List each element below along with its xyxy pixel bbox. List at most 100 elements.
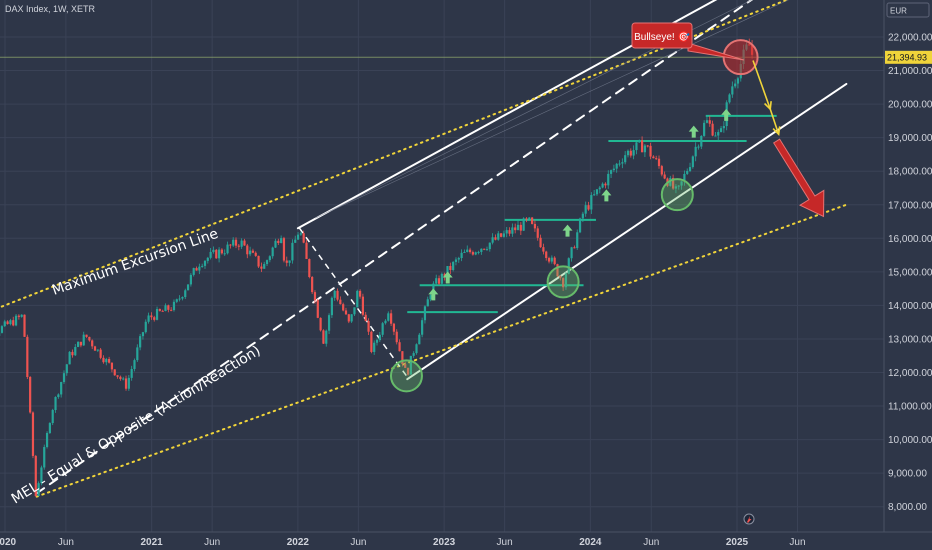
candle-body	[703, 122, 706, 136]
candle-body	[229, 244, 232, 246]
candle-body	[649, 145, 652, 157]
candle-body	[570, 247, 573, 259]
candle-body	[700, 135, 703, 147]
candle-body	[212, 249, 215, 252]
candle-body	[76, 341, 80, 347]
candle-body	[62, 373, 66, 383]
candle-body	[201, 265, 204, 267]
candle-body	[155, 309, 159, 320]
candle-body	[186, 284, 190, 291]
candle-body	[511, 227, 514, 234]
candle-body	[421, 320, 424, 335]
candle-body	[91, 340, 94, 347]
candle-body	[20, 314, 23, 317]
candle-body	[178, 298, 181, 300]
candle-body	[93, 346, 97, 351]
price-axis[interactable]	[884, 0, 932, 532]
candles[interactable]	[0, 38, 754, 497]
candle-body	[277, 240, 280, 244]
candle-body	[446, 266, 449, 277]
candle-body	[195, 268, 198, 271]
currency-badge[interactable]	[886, 2, 930, 18]
candle-body	[660, 166, 663, 175]
candle-body	[158, 309, 161, 311]
candle-body	[333, 290, 336, 298]
candle-body	[449, 266, 452, 270]
candle-body	[533, 223, 537, 229]
candle-body	[161, 310, 164, 312]
candle-body	[319, 317, 322, 331]
candle-body	[133, 360, 136, 369]
candle-body	[339, 299, 342, 305]
candle-body	[316, 300, 319, 318]
candle-body	[102, 357, 105, 363]
candle-body	[48, 423, 51, 433]
candle-body	[601, 183, 604, 188]
y-tick-label: 18,000.00	[888, 167, 932, 178]
candle-body	[564, 273, 568, 288]
candle-body	[14, 315, 18, 326]
candle-body	[657, 158, 661, 167]
candle-body	[615, 163, 618, 169]
candle-body	[172, 301, 176, 311]
channel-connector	[298, 227, 408, 377]
green-up-arrow-icon	[428, 288, 439, 301]
green-up-arrow-icon	[601, 189, 612, 202]
candle-body	[691, 156, 694, 168]
candle-body	[43, 447, 46, 468]
candle-body	[688, 167, 692, 171]
time-axis[interactable]	[0, 532, 932, 550]
candle-body	[468, 249, 472, 253]
candle-body	[31, 412, 35, 456]
green-up-arrow-icon	[442, 271, 453, 284]
green-up-arrow-icon	[721, 108, 732, 121]
candle-body	[184, 290, 187, 298]
candle-body	[697, 146, 700, 148]
candle-body	[198, 266, 201, 271]
candle-body	[590, 195, 593, 210]
candle-body	[105, 358, 108, 363]
y-tick-label: 8,000.00	[888, 502, 927, 513]
x-tick-labels: 2020 Jun 2021 Jun 2022 Jun 2023 Jun 2024 Jun 2025 J…	[0, 537, 806, 548]
candle-body	[192, 268, 195, 275]
candle-body	[327, 315, 331, 331]
candle-body	[88, 336, 91, 341]
x-tick-label: Jun	[58, 537, 74, 548]
yellow-arrowhead-icon	[772, 126, 781, 137]
candle-body	[683, 173, 686, 182]
candle-body	[144, 321, 147, 333]
last-price-rect	[885, 50, 932, 64]
candle-body	[604, 183, 607, 186]
candle-body	[29, 376, 32, 413]
candle-body	[593, 194, 596, 196]
candle-body	[296, 234, 300, 240]
candle-body	[282, 238, 286, 261]
candle-body	[562, 278, 565, 288]
y-tick-label: 14,000.00	[888, 301, 932, 312]
candle-body	[71, 351, 74, 356]
bullseye-callout[interactable]: Bullseye! 🎯	[631, 22, 745, 61]
tv-logo-icon[interactable]	[743, 513, 755, 525]
grid	[0, 0, 884, 532]
x-tick-label: Jun	[789, 537, 805, 548]
candle-body	[559, 276, 562, 279]
candle-body	[686, 170, 689, 174]
candle-body	[206, 257, 209, 261]
candle-body	[34, 455, 37, 497]
candle-body	[375, 339, 379, 343]
candle-body	[164, 305, 167, 312]
candle-body	[130, 368, 133, 378]
candle-body	[0, 326, 4, 333]
yellow-projection-line	[769, 108, 780, 135]
reaction-arrows	[428, 108, 732, 301]
y-tick-label: 11,000.00	[888, 402, 932, 413]
candle-body	[65, 364, 68, 374]
x-tick-label: 2022	[287, 537, 310, 548]
candle-body	[232, 239, 235, 246]
candle-body	[643, 145, 647, 153]
candle-body	[85, 334, 88, 337]
candle-body	[516, 224, 520, 231]
candle-body	[454, 259, 458, 262]
low-circle	[660, 178, 694, 212]
